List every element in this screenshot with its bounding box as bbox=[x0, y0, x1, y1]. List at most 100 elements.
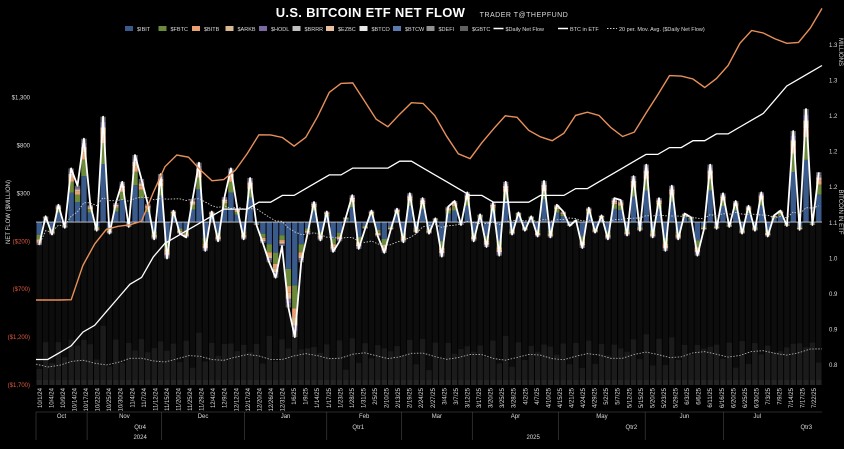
background-bar bbox=[189, 222, 196, 380]
flow-bar bbox=[279, 222, 285, 236]
flow-bar bbox=[221, 208, 228, 223]
year-label: 2024 bbox=[133, 435, 147, 441]
legend-swatch bbox=[326, 26, 334, 31]
x-tick-label: 5/20/25 bbox=[650, 387, 656, 408]
x-tick-label: 4/15/25 bbox=[558, 387, 564, 408]
flow-bar bbox=[177, 228, 183, 231]
y2-tick-label: 1.1 bbox=[829, 221, 838, 227]
x-tick-label: 1/6/25 bbox=[292, 387, 298, 404]
flow-bar bbox=[694, 240, 701, 248]
flow-bar bbox=[132, 185, 138, 223]
flow-bar bbox=[413, 222, 419, 228]
background-bar bbox=[483, 222, 490, 380]
x-tick-label: 12/12/24 bbox=[234, 387, 240, 411]
flow-bar bbox=[515, 216, 522, 223]
y-tick-label: $300 bbox=[17, 191, 31, 197]
background-bar bbox=[618, 222, 624, 380]
flow-bar bbox=[330, 222, 336, 239]
flow-bar bbox=[336, 236, 343, 238]
quarter-label: Qtr1 bbox=[352, 425, 364, 431]
background-bar bbox=[656, 222, 662, 380]
legend-entry: $GBTC bbox=[472, 27, 490, 33]
background-bar bbox=[745, 222, 752, 380]
background-bar bbox=[554, 222, 560, 380]
flow-bar bbox=[381, 247, 387, 250]
flow-bar bbox=[777, 212, 784, 214]
y-tick-label: ($200) bbox=[13, 239, 30, 245]
flow-bar bbox=[285, 268, 292, 287]
flow-bar bbox=[790, 153, 796, 173]
flow-bar bbox=[349, 207, 356, 223]
background-bar bbox=[522, 222, 528, 380]
y2-tick-label: 1.3 bbox=[829, 43, 838, 49]
background-bar bbox=[547, 222, 554, 380]
x-tick-label: 7/14/25 bbox=[789, 387, 795, 408]
flow-bar bbox=[298, 222, 304, 245]
legend-swatch bbox=[125, 26, 133, 31]
flow-bar bbox=[790, 172, 796, 223]
background-bar bbox=[809, 222, 816, 380]
background-bar bbox=[356, 222, 362, 380]
legend-swatch bbox=[259, 26, 267, 31]
flow-bar bbox=[630, 183, 637, 188]
background-bar bbox=[733, 222, 739, 380]
flow-bar bbox=[330, 238, 336, 245]
flow-bar bbox=[694, 222, 701, 241]
flow-bar bbox=[387, 222, 394, 227]
x-tick-label: 10/4/24 bbox=[49, 387, 55, 408]
flow-bar bbox=[272, 263, 279, 269]
legend-entry: $EZBC bbox=[338, 27, 356, 33]
flow-bar bbox=[439, 241, 445, 248]
background-bar bbox=[87, 222, 94, 380]
flow-bar bbox=[119, 199, 125, 223]
flow-bar bbox=[547, 222, 554, 231]
x-tick-label: 3/20/25 bbox=[489, 387, 495, 408]
y2-tick-label: 0.8 bbox=[829, 363, 838, 369]
month-label: Feb bbox=[359, 414, 370, 420]
x-tick-label: 12/9/24 bbox=[223, 387, 229, 408]
background-bar bbox=[496, 222, 502, 380]
flow-bar bbox=[279, 243, 285, 245]
flow-bar bbox=[471, 222, 477, 233]
background-bar bbox=[701, 222, 707, 380]
flow-bar bbox=[132, 166, 138, 172]
flow-bar bbox=[707, 178, 713, 191]
background-bar bbox=[49, 222, 55, 380]
flow-bar bbox=[362, 222, 368, 226]
x-tick-label: 12/17/24 bbox=[246, 387, 252, 411]
flow-bar bbox=[228, 177, 234, 182]
flow-bar bbox=[381, 245, 387, 248]
flow-bar bbox=[272, 268, 279, 273]
background-bar bbox=[100, 222, 106, 380]
month-label: Oct bbox=[57, 414, 67, 420]
flow-bar bbox=[426, 222, 432, 229]
flow-bar bbox=[579, 222, 586, 237]
flow-bar bbox=[630, 187, 637, 197]
flow-bar bbox=[189, 209, 196, 223]
flow-bar bbox=[113, 207, 119, 212]
flow-bar bbox=[87, 209, 94, 213]
x-tick-label: 10/1/24 bbox=[38, 387, 44, 408]
legend-swatch bbox=[393, 26, 401, 31]
background-bar bbox=[726, 222, 733, 380]
background-bar bbox=[62, 222, 68, 380]
flow-bar bbox=[464, 199, 471, 206]
flow-bar bbox=[336, 222, 343, 233]
background-bar bbox=[138, 222, 145, 380]
background-bar bbox=[279, 222, 285, 380]
flow-bar bbox=[260, 239, 266, 242]
flow-bar bbox=[260, 222, 266, 234]
flow-bar bbox=[407, 200, 413, 207]
x-tick-label: 10/14/24 bbox=[72, 387, 78, 411]
background-bar bbox=[368, 222, 375, 380]
background-bar bbox=[419, 222, 426, 380]
y-tick-label: ($700) bbox=[13, 287, 30, 293]
flow-bar bbox=[49, 228, 55, 232]
flow-bar bbox=[419, 208, 426, 223]
flow-bar bbox=[439, 222, 445, 242]
year-label: 2025 bbox=[526, 435, 540, 441]
legend-entry: 20 per. Mov. Avg. ($Daily Net Flow) bbox=[619, 27, 705, 33]
flow-bar bbox=[81, 176, 87, 223]
flow-bar bbox=[298, 252, 304, 256]
x-tick-label: 4/7/25 bbox=[535, 387, 541, 404]
